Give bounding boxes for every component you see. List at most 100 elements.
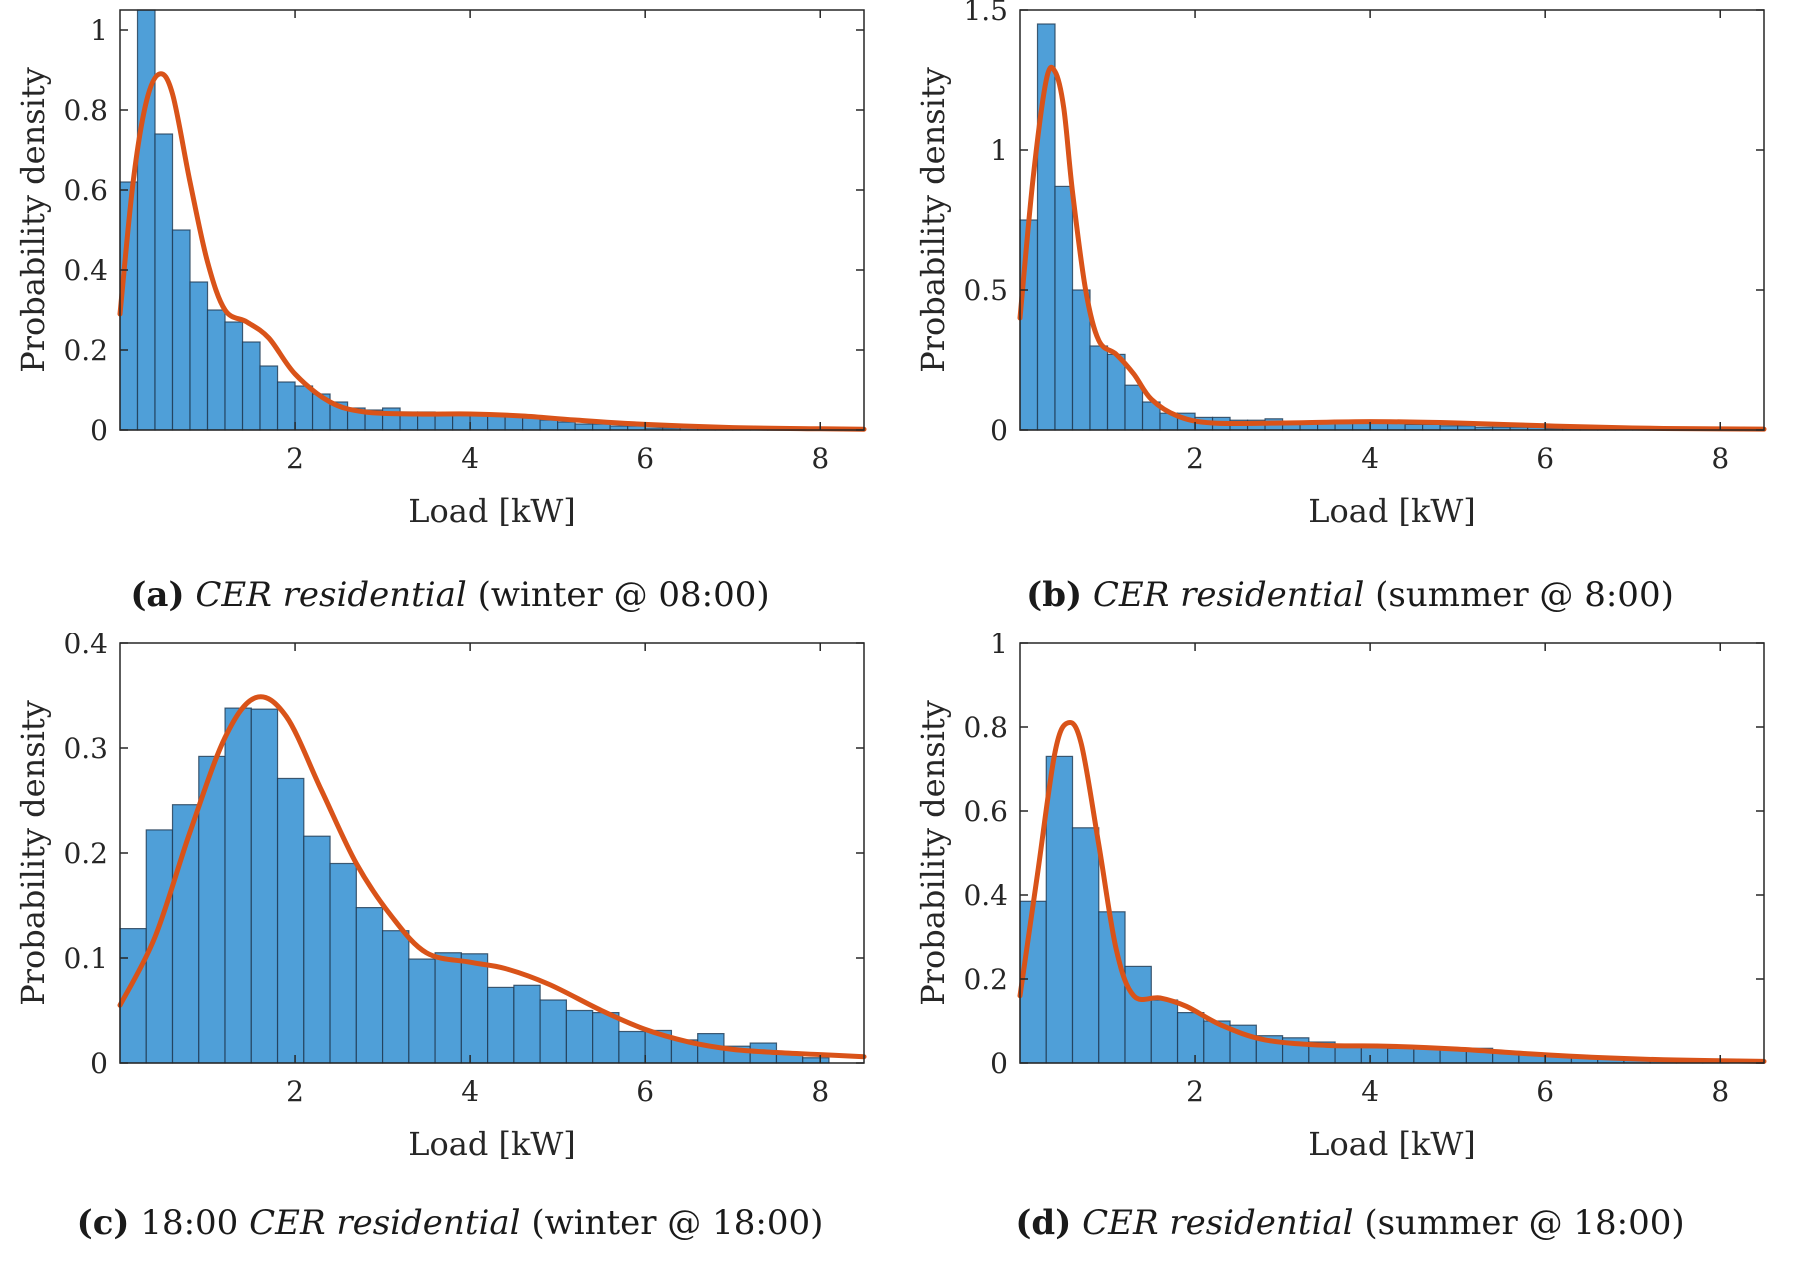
histogram-bar (241, 341, 261, 431)
y-axis-label: Probability density (914, 700, 952, 1006)
axes-frame (119, 9, 865, 431)
histogram-bar (460, 953, 489, 1064)
bars (119, 9, 865, 431)
caption-b: (b) CER residential (summer @ 8:00) (900, 575, 1800, 615)
histogram-bar (1019, 219, 1039, 431)
histogram-chart-c: 2 4 6 8 0 0.1 0.2 0.3 0.4 Load [kW] Probability de… (14, 633, 867, 1163)
histogram-bar (259, 365, 279, 431)
histogram-bar (171, 229, 191, 431)
histogram-bar (206, 309, 226, 431)
y-tick-label: 0.5 (963, 274, 1008, 307)
histogram-bar (557, 421, 576, 431)
histogram-bar (189, 281, 209, 431)
axes-frame (1019, 642, 1765, 1064)
caption-text: (summer @ 8:00) (1375, 575, 1674, 615)
y-tick-label: 0.3 (63, 732, 108, 765)
histogram-bar (1045, 755, 1074, 1064)
histogram-bar (1106, 353, 1126, 431)
caption-label: (b) (1026, 575, 1083, 615)
caption-label: (a) (130, 575, 185, 615)
histogram-bar (487, 415, 506, 431)
y-tick-label: 1 (90, 14, 108, 47)
histogram-bar (565, 1009, 594, 1064)
histogram-bar (276, 777, 305, 1064)
histogram-bar (250, 708, 279, 1064)
y-tick-label: 0.8 (63, 94, 108, 127)
histogram-bar (224, 321, 244, 431)
y-tick-label: 1.5 (963, 0, 1008, 27)
histogram-bar (574, 423, 594, 431)
histogram-bar (329, 862, 357, 1064)
x-tick-label: 6 (636, 442, 654, 475)
y-tick-label: 0.2 (63, 837, 108, 870)
y-tick-label: 0 (990, 1047, 1008, 1080)
histogram-chart-d: 2 4 6 8 0 0.2 0.4 0.6 0.8 1 Load [kW] Probability d… (914, 633, 1767, 1163)
histogram-bar (1054, 185, 1074, 431)
x-tick-label: 8 (1711, 442, 1729, 475)
histogram-bar (408, 958, 436, 1064)
x-axis-label: Load [kW] (1308, 492, 1476, 530)
x-tick-label: 4 (1361, 1075, 1379, 1108)
caption-label: (d) (1015, 1203, 1072, 1243)
histogram-bar (539, 999, 567, 1064)
y-tick-label: 0.6 (63, 174, 108, 207)
histogram-bar (618, 1030, 646, 1064)
density-curve (1017, 719, 1767, 1064)
histogram-bar (1150, 999, 1179, 1064)
axes-frame (1019, 9, 1765, 431)
x-axis-label: Load [kW] (1308, 1125, 1476, 1163)
histogram-chart-b: 2 4 6 8 0 0.5 1 1.5 Load [kW] Probability density (914, 0, 1767, 530)
histogram-bar (539, 419, 559, 431)
caption-italic: CER residential (249, 1203, 521, 1243)
y-tick-label: 0.4 (63, 633, 108, 660)
x-axis-label: Load [kW] (408, 1125, 576, 1163)
histogram-bar (355, 907, 384, 1064)
x-tick-label: 4 (1361, 442, 1379, 475)
histogram-bar (1422, 423, 1441, 431)
histogram-bar (1176, 1012, 1205, 1064)
y-tick-label: 0.2 (63, 334, 108, 367)
histogram-bar (592, 1012, 620, 1064)
caption-a: (a) CER residential (winter @ 08:00) (0, 575, 900, 615)
x-axis-label: Load [kW] (408, 492, 576, 530)
x-tick-label: 8 (811, 442, 829, 475)
density-curve (1017, 64, 1767, 432)
panel-a: 2 4 6 8 0 0.2 0.4 0.6 0.8 1 Load [kW] Probability d… (0, 0, 900, 633)
histogram-bar (381, 930, 410, 1064)
y-tick-label: 0 (990, 414, 1008, 447)
caption-text: (winter @ 08:00) (477, 575, 770, 615)
histogram-bar (276, 381, 296, 431)
density-curve (117, 694, 867, 1060)
histogram-bar (224, 707, 252, 1064)
x-tick-label: 2 (1186, 442, 1204, 475)
histogram-bar (487, 986, 515, 1064)
histogram-bar (1071, 827, 1100, 1064)
histogram-bar (1360, 1045, 1389, 1064)
y-tick-label: 1 (990, 134, 1008, 167)
y-tick-label: 0.6 (963, 795, 1008, 828)
histogram-bar (294, 385, 314, 431)
x-tick-label: 2 (286, 1075, 304, 1108)
x-tick-label: 6 (1536, 1075, 1554, 1108)
y-axis-label: Probability density (14, 700, 52, 1006)
histogram-bar (1387, 1047, 1415, 1064)
y-tick-label: 1 (990, 633, 1008, 660)
caption-c: (c) 18:00 CER residential (winter @ 18:0… (0, 1203, 900, 1243)
plot-area (1020, 10, 1764, 430)
panel-d: 2 4 6 8 0 0.2 0.4 0.6 0.8 1 Load [kW] Probability d… (900, 633, 1800, 1266)
panel-b: 2 4 6 8 0 0.5 1 1.5 Load [kW] Probability density… (900, 0, 1800, 633)
histogram-bar (303, 835, 331, 1064)
y-tick-label: 0.2 (963, 963, 1008, 996)
histogram-bar (136, 9, 156, 431)
histogram-bar (198, 755, 226, 1064)
x-tick-label: 4 (461, 1075, 479, 1108)
y-axis-label: Probability density (14, 67, 52, 373)
histogram-bar (154, 133, 174, 431)
histogram-bar (1404, 423, 1424, 431)
y-tick-label: 0.4 (963, 879, 1008, 912)
histogram-bar (802, 1057, 830, 1064)
caption-d: (d) CER residential (summer @ 18:00) (900, 1203, 1800, 1243)
caption-text: (summer @ 18:00) (1364, 1203, 1685, 1243)
histogram-bar (1089, 345, 1109, 431)
histogram-chart-a: 2 4 6 8 0 0.2 0.4 0.6 0.8 1 Load [kW] Probability d… (14, 9, 867, 530)
